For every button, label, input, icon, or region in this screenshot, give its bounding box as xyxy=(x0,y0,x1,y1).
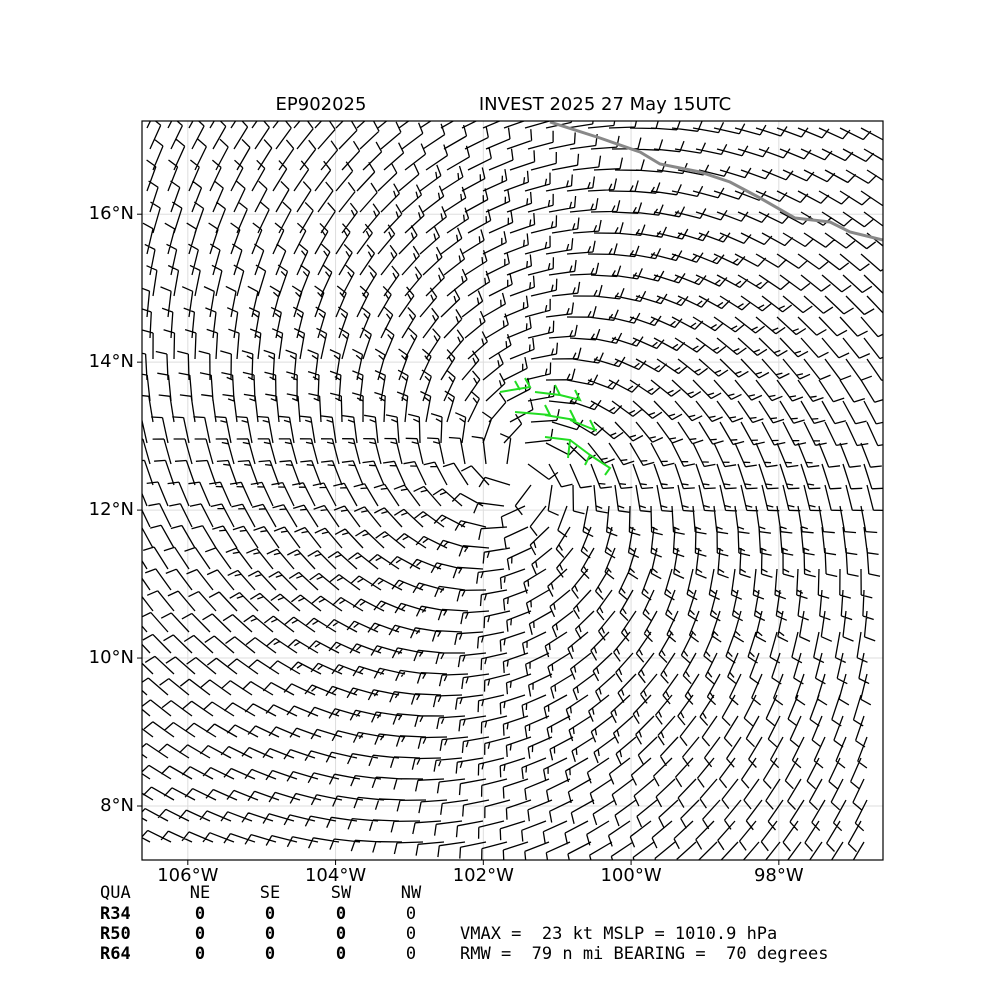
barb-field xyxy=(142,121,883,860)
summary-line: VMAX = 23 kt MSLP = 1010.9 hPa xyxy=(460,924,777,944)
x-tick-label: 106°W xyxy=(157,865,218,886)
table-cell: 0 xyxy=(195,904,205,924)
wind-barbs xyxy=(142,121,883,860)
table-cell: 0 xyxy=(265,924,275,944)
x-tick-label: 98°W xyxy=(754,865,804,886)
table-header: QUA xyxy=(100,883,131,903)
table-header: SE xyxy=(260,883,280,903)
table-cell: 0 xyxy=(265,904,275,924)
table-cell: 0 xyxy=(336,944,346,964)
x-tick-label: 100°W xyxy=(600,865,661,886)
row-label: R34 xyxy=(100,904,131,924)
table-cell: 0 xyxy=(406,904,416,924)
table-cell: 0 xyxy=(406,924,416,944)
x-tick-label: 102°W xyxy=(453,865,514,886)
highlight-barbs xyxy=(499,377,612,476)
table-cell: 0 xyxy=(265,944,275,964)
map-frame xyxy=(141,120,884,861)
table-header: SW xyxy=(331,883,352,903)
storm-id: EP902025 xyxy=(276,94,367,115)
coastline xyxy=(549,121,883,242)
y-tick-label: 14°N xyxy=(89,351,134,372)
table-header: NE xyxy=(190,883,210,903)
summary-line: RMW = 79 n mi BEARING = 70 degrees xyxy=(460,944,828,964)
table-header: NW xyxy=(401,883,422,903)
table-cell: 0 xyxy=(336,904,346,924)
y-tick-label: 16°N xyxy=(89,203,134,224)
row-label: R50 xyxy=(100,924,131,944)
table-cell: 0 xyxy=(336,924,346,944)
row-label: R64 xyxy=(100,944,131,964)
y-tick-label: 12°N xyxy=(89,499,134,520)
table-cell: 0 xyxy=(195,924,205,944)
x-tick-label: 104°W xyxy=(305,865,366,886)
table-cell: 0 xyxy=(195,944,205,964)
y-tick-label: 8°N xyxy=(100,795,134,816)
y-tick-label: 10°N xyxy=(89,647,134,668)
storm-info: INVEST 2025 27 May 15UTC xyxy=(479,94,731,115)
table-cell: 0 xyxy=(406,944,416,964)
